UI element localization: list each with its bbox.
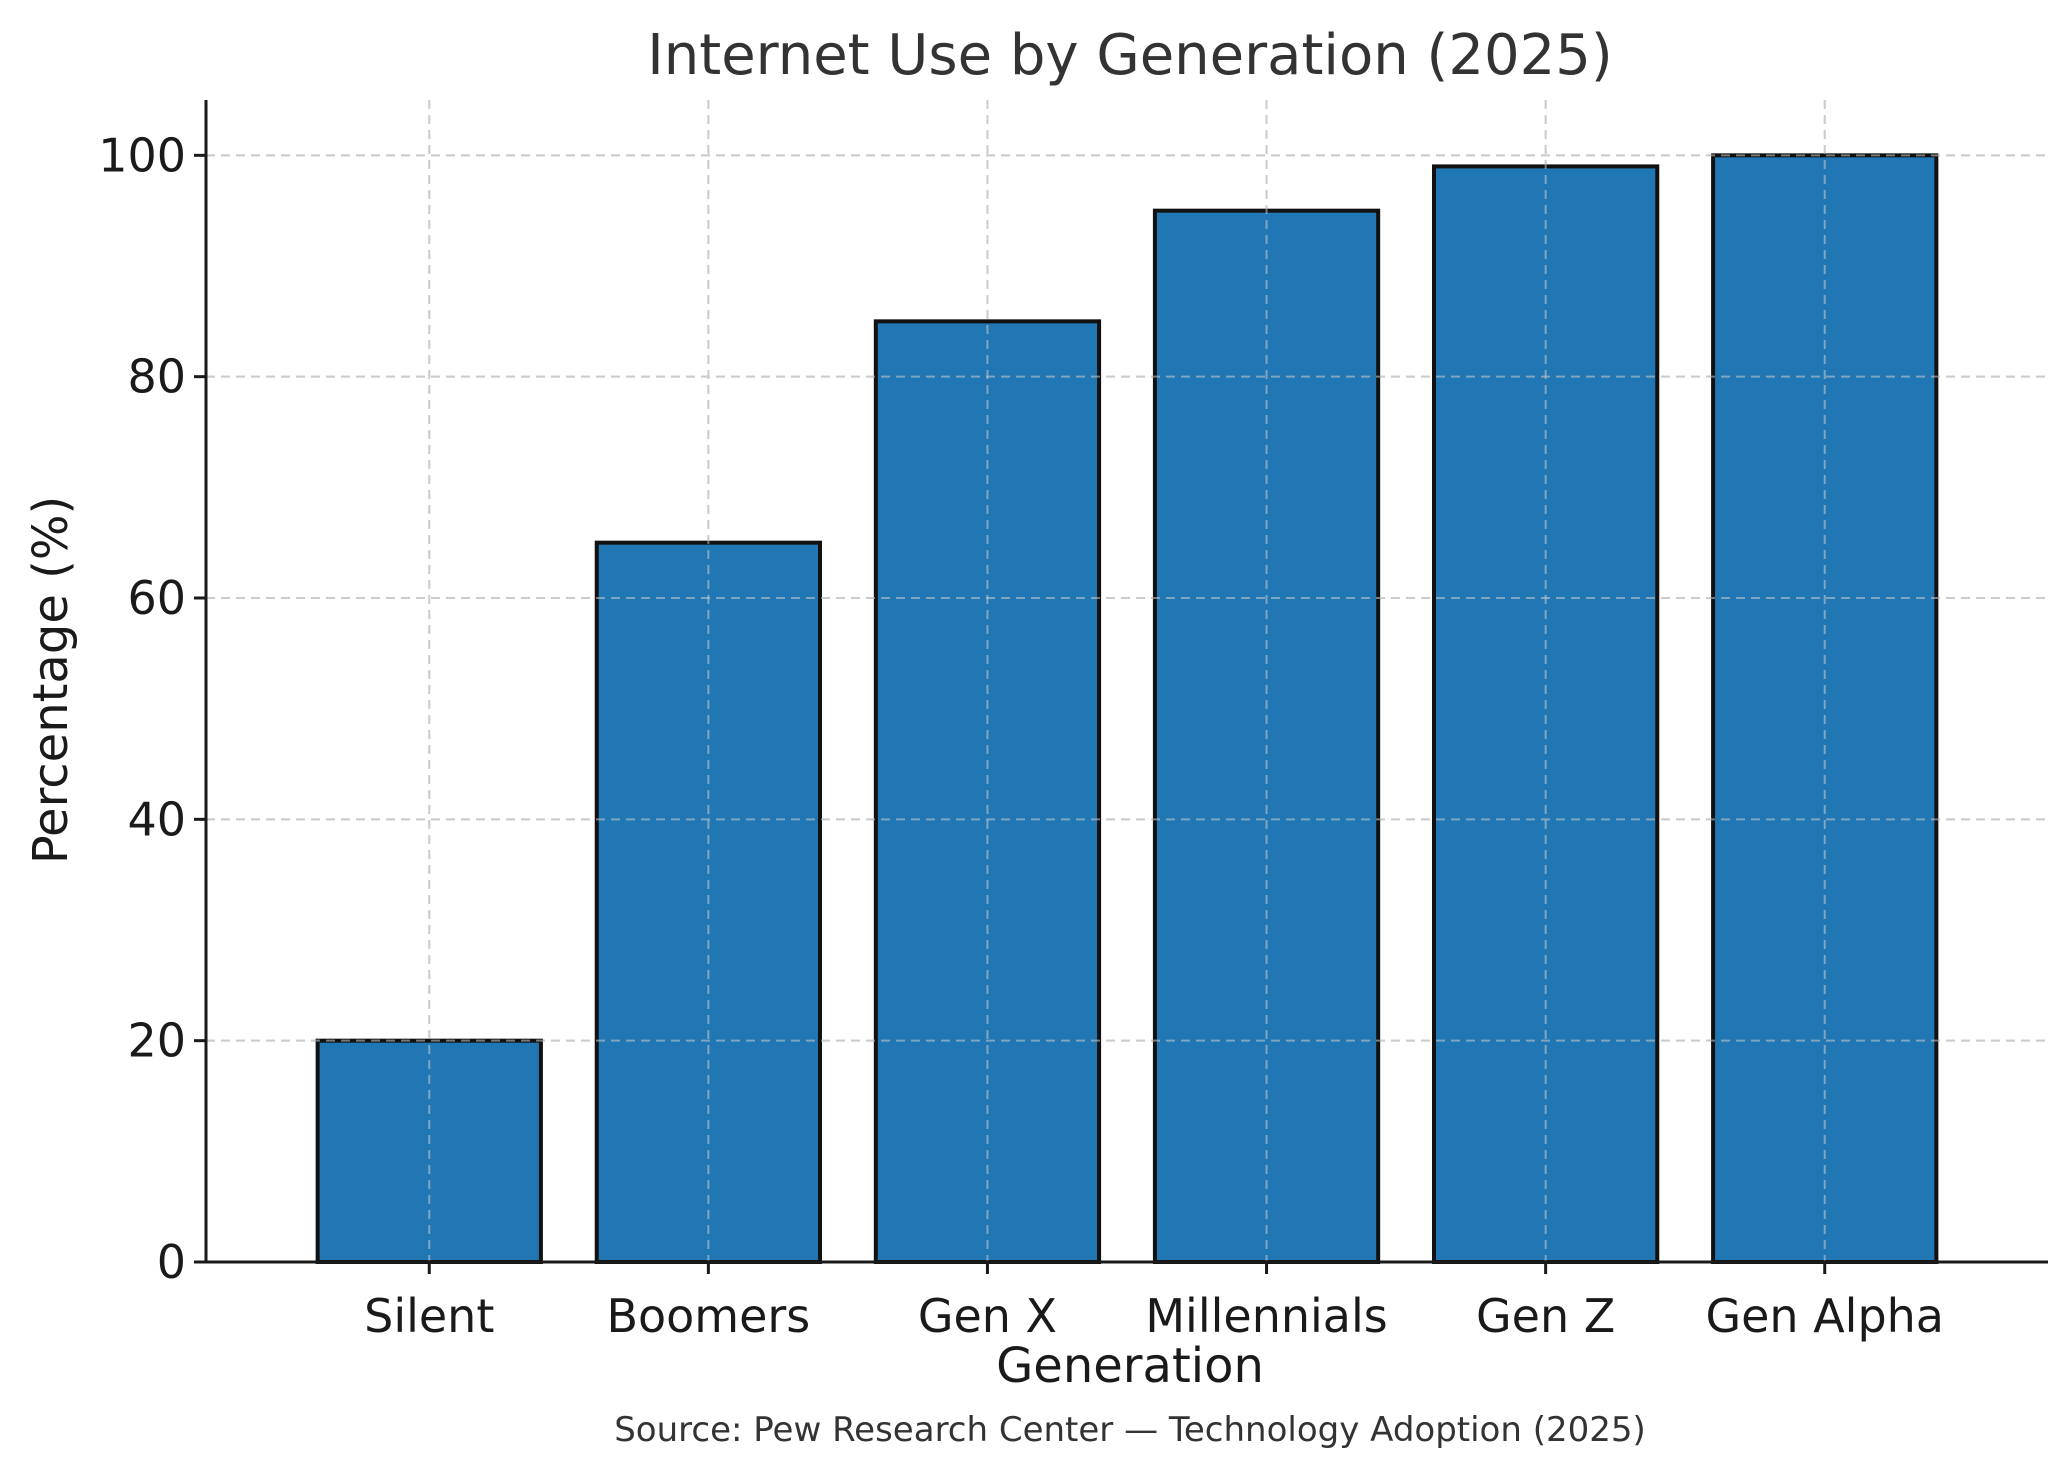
y-axis-ticks: 0 20 40 60 80 100 <box>98 128 206 1289</box>
y-tick-label: 60 <box>127 571 186 625</box>
x-tick-label: Gen X <box>918 1289 1057 1343</box>
y-tick-label: 100 <box>98 128 186 182</box>
x-tick-label: Gen Z <box>1476 1289 1615 1343</box>
x-tick-label: Boomers <box>606 1289 810 1343</box>
y-axis-label: Percentage (%) <box>23 496 79 864</box>
source-note: Source: Pew Research Center — Technology… <box>614 1410 1646 1450</box>
bars <box>315 153 1939 1265</box>
x-tick-label: Silent <box>364 1289 494 1343</box>
y-tick-label: 20 <box>127 1014 186 1068</box>
y-tick-label: 80 <box>127 350 186 404</box>
y-tick-label: 0 <box>157 1235 186 1289</box>
x-axis-label: Generation <box>996 1338 1264 1394</box>
x-tick-label: Gen Alpha <box>1705 1289 1944 1343</box>
axes <box>204 100 2048 1264</box>
x-axis-ticks: Silent Boomers Gen X Millennials Gen Z Gen Al… <box>364 1262 1944 1343</box>
x-tick-label: Millennials <box>1145 1289 1387 1343</box>
y-tick-label: 40 <box>127 792 186 846</box>
chart-title: Internet Use by Generation (2025) <box>647 23 1612 88</box>
